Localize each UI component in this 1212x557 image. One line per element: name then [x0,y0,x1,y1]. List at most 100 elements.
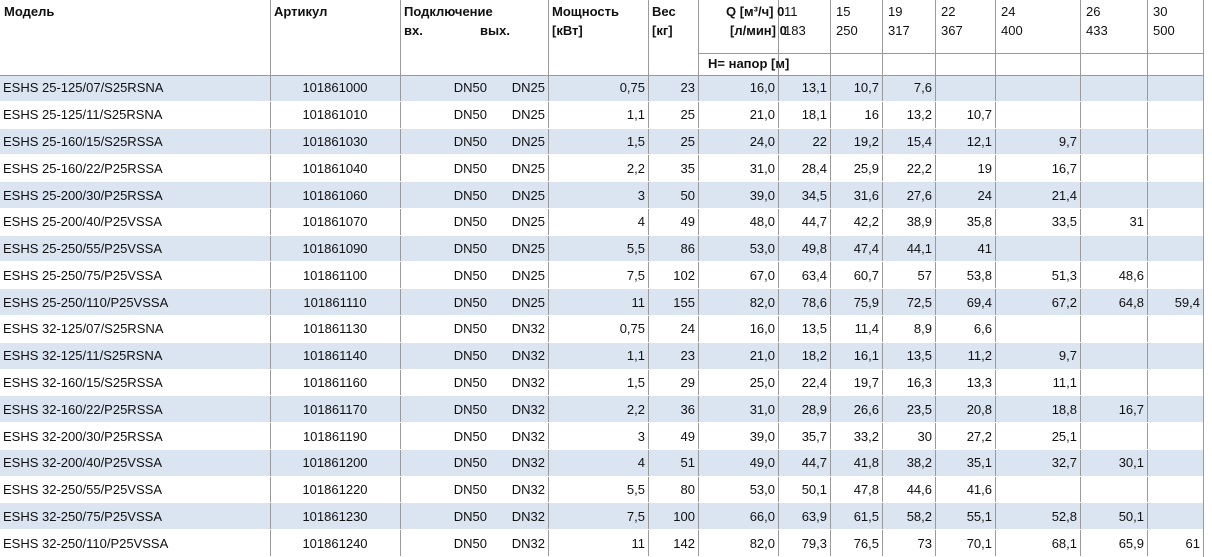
table-cell: 51,3 [1051,267,1077,283]
table-cell: 32,7 [1051,455,1077,471]
model-cell: ESHS 25-125/07/S25RSNA [3,80,164,96]
flow-m3h: 26 [1086,4,1101,19]
table-cell: 44,7 [801,214,827,230]
table-cell: 24,0 [749,133,775,149]
table-cell: 49 [680,428,695,444]
table-cell: 4 [637,455,645,471]
row-line [0,261,1203,263]
table-cell: 2,2 [626,401,645,417]
table-cell: 52,8 [1051,508,1077,524]
table-cell: DN50 [453,107,487,123]
table-cell: 30 [917,428,932,444]
table-cell: 48,0 [749,214,775,230]
table-cell: 101861240 [302,535,368,551]
table-cell: 35 [680,160,695,176]
table-cell: DN25 [511,160,545,176]
table-cell: 13,3 [966,374,992,390]
table-cell: 34,5 [801,187,827,203]
col-line [1203,0,1204,557]
table-cell: 16,1 [853,348,879,364]
table-cell: DN25 [511,107,545,123]
flow-lmin: 183 [784,23,806,38]
table-cell: DN25 [511,187,545,203]
table-cell: 101861140 [302,348,368,364]
table-cell: 50 [680,187,695,203]
row-line [0,341,1203,343]
table-cell: 155 [673,294,695,310]
table-cell: 39,0 [749,187,775,203]
table-cell: 101861000 [302,80,368,96]
table-cell: 2,2 [626,160,645,176]
table-cell: 24 [680,321,695,337]
flow-m3h: 24 [1001,4,1016,19]
table-cell: DN32 [511,428,545,444]
table-cell: 0,75 [619,321,645,337]
table-cell: 25 [680,133,695,149]
header-line [698,75,1203,76]
table-cell: 25,1 [1051,428,1077,444]
flow-m3h: 19 [888,4,903,19]
table-cell: 12,1 [966,133,992,149]
table-cell: 6,6 [973,321,992,337]
table-cell: 1,5 [626,133,645,149]
row-band [0,75,1203,102]
table-cell: 36 [680,401,695,417]
table-cell: 67,0 [749,267,775,283]
table-cell: 19 [977,160,992,176]
table-cell: DN50 [453,160,487,176]
table-cell: 41 [977,241,992,257]
table-cell: 19,7 [853,374,879,390]
table-cell: 25,0 [749,374,775,390]
table-cell: DN50 [453,294,487,310]
table-cell: 3 [637,187,645,203]
table-cell: DN50 [453,321,487,337]
table-cell: 7,5 [626,508,645,524]
table-cell: 61 [1185,535,1200,551]
row-band [0,396,1203,424]
table-cell: 67,2 [1051,294,1077,310]
table-cell: 18,8 [1051,401,1077,417]
row-band [0,503,1203,531]
col-line [1080,0,1081,557]
table-cell: 101861040 [302,160,368,176]
model-cell: ESHS 25-160/15/S25RSSA [3,133,163,149]
table-cell: 35,8 [966,214,992,230]
table-cell: DN50 [453,374,487,390]
row-band [0,289,1203,316]
row-line [0,395,1203,397]
row-line [0,154,1203,156]
table-cell: 4 [637,214,645,230]
table-cell: DN25 [511,133,545,149]
table-cell: 28,9 [801,401,827,417]
table-cell: 101861060 [302,187,368,203]
table-cell: 25,9 [853,160,879,176]
table-cell: 13,5 [801,321,827,337]
table-cell: 73 [917,535,932,551]
table-cell: 19,2 [853,133,879,149]
row-band [0,449,1203,477]
table-cell: 16,0 [749,321,775,337]
table-cell: DN50 [453,80,487,96]
table-cell: DN32 [511,321,545,337]
flow-lmin: 400 [1001,23,1023,38]
flow-lmin: 367 [941,23,963,38]
header-cell: [л/мин] 0 [730,23,787,38]
table-cell: 1,1 [626,348,645,364]
table-cell: 101861010 [302,107,368,123]
table-cell: 53,0 [749,482,775,498]
table-cell: 53,0 [749,241,775,257]
table-cell: DN25 [511,294,545,310]
flow-lmin: 500 [1153,23,1175,38]
table-cell: 101861090 [302,241,368,257]
table-cell: 58,2 [906,508,932,524]
table-cell: 82,0 [749,294,775,310]
table-cell: 23 [680,348,695,364]
header-cell: Q [м³/ч] 0 [726,4,785,19]
row-line [0,100,1203,102]
table-cell: 49,8 [801,241,827,257]
model-cell: ESHS 25-200/30/P25RSSA [3,187,163,203]
table-cell: 11 [631,535,646,551]
table-cell: 60,7 [853,267,879,283]
table-cell: 44,1 [906,241,932,257]
table-cell: DN32 [511,482,545,498]
